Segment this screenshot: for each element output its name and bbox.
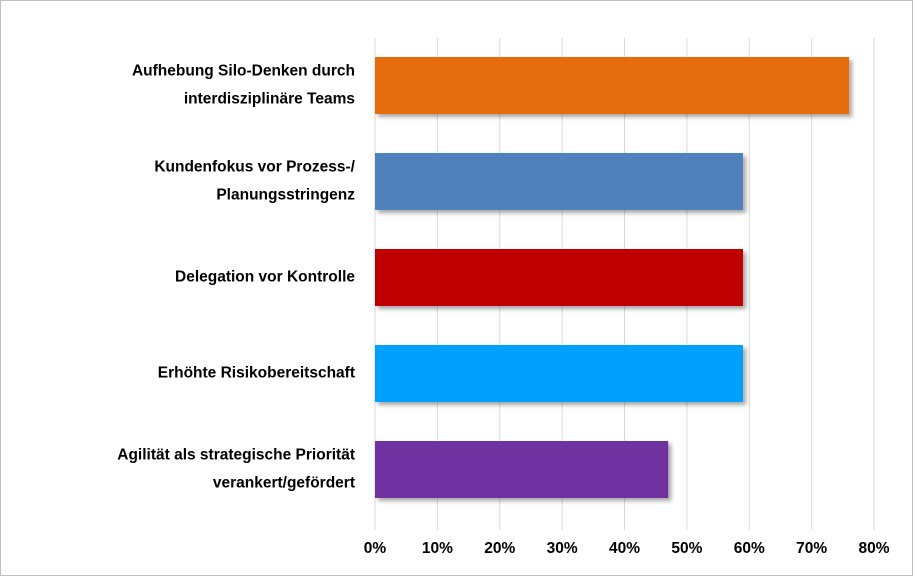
y-tick-label: Kundenfokus vor Prozess-/Planungsstringe… bbox=[154, 159, 355, 204]
bar bbox=[375, 249, 744, 306]
x-tick-label: 70% bbox=[796, 540, 827, 557]
y-tick-label: Erhöhte Risikobereitschaft bbox=[158, 365, 355, 382]
x-tick-label: 10% bbox=[422, 540, 453, 557]
y-tick-label: Delegation vor Kontrolle bbox=[175, 269, 355, 286]
bar bbox=[375, 441, 669, 498]
x-tick-label: 60% bbox=[734, 540, 765, 557]
bar bbox=[375, 153, 744, 210]
y-tick-label: Agilität als strategische Priorität veran… bbox=[117, 447, 355, 492]
x-tick-label: 20% bbox=[484, 540, 515, 557]
x-tick-label: 0% bbox=[364, 540, 387, 557]
x-tick-label: 50% bbox=[671, 540, 702, 557]
x-tick-label: 40% bbox=[609, 540, 640, 557]
x-tick-label: 30% bbox=[547, 540, 578, 557]
x-tick-label: 80% bbox=[858, 540, 889, 557]
bar bbox=[375, 345, 744, 402]
y-tick-label: Aufhebung Silo-Denken durch interdiszipli… bbox=[132, 63, 355, 108]
bar bbox=[375, 57, 850, 114]
